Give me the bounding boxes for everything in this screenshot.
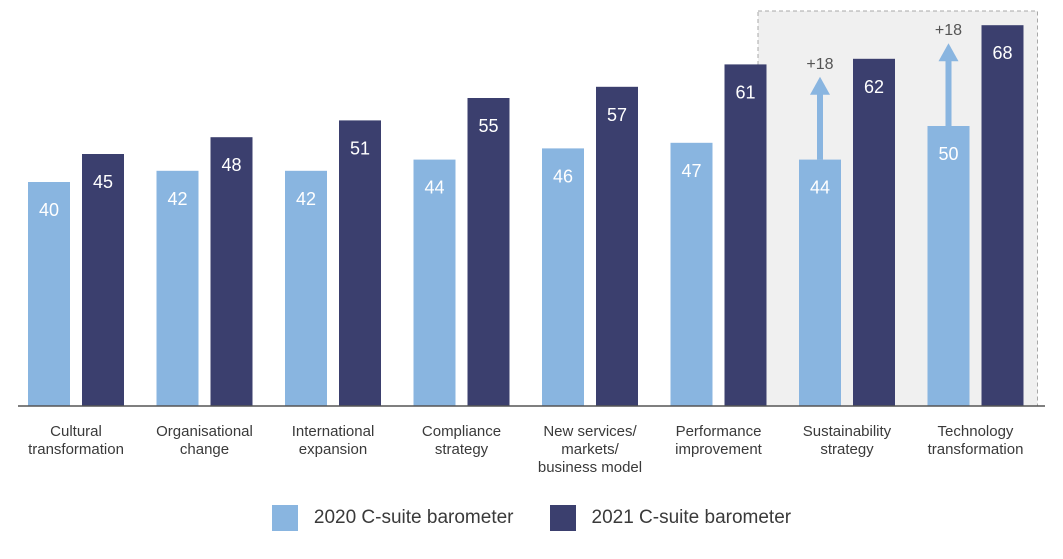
data-label: 47 bbox=[681, 161, 701, 181]
bar-2020 bbox=[28, 182, 70, 406]
legend-swatch-2021 bbox=[549, 505, 576, 531]
bar-2020 bbox=[413, 159, 456, 406]
legend-item-2020: 2020 C-suite barometer bbox=[271, 505, 514, 531]
legend-item-2021: 2021 C-suite barometer bbox=[549, 505, 792, 531]
bar-2021 bbox=[724, 64, 767, 407]
category-label: Sustainability bbox=[803, 423, 892, 440]
category-label: Compliance bbox=[422, 423, 501, 440]
data-label: 48 bbox=[221, 155, 241, 175]
category-label: transformation bbox=[928, 441, 1024, 458]
bar-2021 bbox=[467, 98, 510, 406]
bar-2021 bbox=[339, 120, 381, 407]
legend-label-2020: 2020 C-suite barometer bbox=[313, 507, 514, 528]
category-label: Performance bbox=[676, 423, 762, 440]
data-label: 55 bbox=[478, 116, 498, 136]
data-label: 45 bbox=[93, 172, 113, 192]
category-label: strategy bbox=[820, 441, 874, 458]
data-label: 44 bbox=[424, 178, 444, 198]
bar-2021 bbox=[596, 86, 638, 407]
data-label: 51 bbox=[350, 138, 370, 158]
category-label: markets/ bbox=[561, 441, 619, 458]
category-label: Organisational bbox=[156, 423, 253, 440]
delta-label: +18 bbox=[806, 56, 833, 73]
legend-swatch-2020 bbox=[271, 505, 298, 531]
legend-label-2021: 2021 C-suite barometer bbox=[591, 507, 792, 528]
category-label: expansion bbox=[299, 441, 367, 458]
data-label: 42 bbox=[296, 189, 316, 209]
bar-2020 bbox=[670, 142, 713, 407]
delta-label: +18 bbox=[935, 22, 962, 39]
bar-2021 bbox=[981, 25, 1024, 406]
data-label: 62 bbox=[864, 77, 884, 97]
category-label: improvement bbox=[675, 441, 763, 458]
data-label: 61 bbox=[735, 82, 755, 102]
legend: 2020 C-suite barometer 2021 C-suite baro… bbox=[0, 505, 1063, 531]
arrow-head bbox=[938, 43, 959, 62]
bar-chart: 4045Culturaltransformation4248Organisati… bbox=[18, 10, 1045, 476]
category-label: Technology bbox=[938, 423, 1014, 440]
bar-2020 bbox=[927, 126, 970, 406]
bar-2020 bbox=[799, 159, 841, 406]
bar-2020 bbox=[542, 148, 584, 406]
category-label: change bbox=[180, 441, 229, 458]
category-label: International bbox=[292, 423, 375, 440]
data-label: 40 bbox=[39, 200, 59, 220]
data-label: 57 bbox=[607, 105, 627, 125]
data-label: 46 bbox=[553, 166, 573, 186]
category-label: business model bbox=[538, 459, 642, 476]
bar-2021 bbox=[853, 58, 895, 407]
category-label: transformation bbox=[28, 441, 124, 458]
bar-2020 bbox=[156, 170, 199, 406]
bar-2021 bbox=[82, 154, 124, 406]
data-label: 42 bbox=[167, 189, 187, 209]
category-label: Cultural bbox=[50, 423, 102, 440]
arrow-head bbox=[810, 76, 830, 95]
bar-2021 bbox=[210, 137, 253, 406]
data-label: 68 bbox=[992, 43, 1012, 63]
category-label: strategy bbox=[435, 441, 489, 458]
data-label: 44 bbox=[810, 178, 830, 198]
bar-2020 bbox=[285, 170, 327, 406]
data-label: 50 bbox=[938, 144, 958, 164]
category-label: New services/ bbox=[543, 423, 637, 440]
